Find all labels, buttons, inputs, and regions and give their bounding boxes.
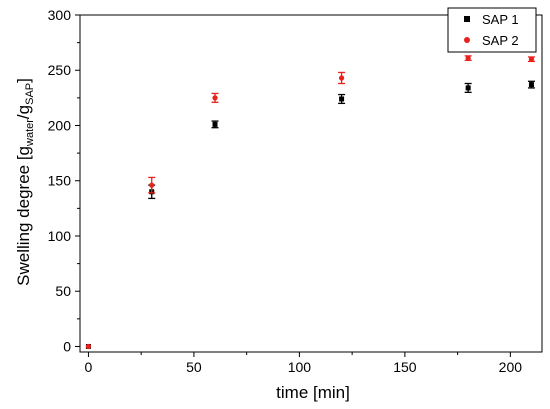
y-tick-label: 200 [48,117,72,133]
y-axis-title: Swelling degree [gwater/gSAP] [14,78,36,286]
legend: SAP 1 SAP 2 [447,7,537,53]
data-point [339,96,345,102]
y-tick-label: 150 [48,173,72,189]
y-axis-title-sub-water: water [24,119,36,147]
data-point [338,75,345,81]
data-point [212,121,218,127]
legend-label-sap1: SAP 1 [482,12,519,27]
legend-marker-sap1 [464,16,470,22]
x-tick-label: 0 [85,359,93,375]
series-1 [85,80,535,349]
data-point [212,95,218,101]
y-axis-title-base: Swelling degree [g [14,146,33,286]
axis-ticks [75,14,511,357]
plot-area-border [79,14,543,353]
y-axis-title-end: ] [14,78,33,83]
x-tick-label: 200 [499,359,523,375]
y-tick-label: 250 [48,62,72,78]
y-tick-label: 300 [48,7,72,23]
data-point [528,56,535,62]
legend-label-sap2: SAP 2 [482,33,519,48]
x-axis-title: time [min] [276,383,350,402]
y-tick-label: 0 [63,338,71,354]
series-2 [85,55,535,350]
x-tick-label: 50 [186,359,202,375]
legend-marker-sap2 [464,37,470,43]
y-axis-title-sub-sap: SAP [24,83,36,105]
data-point [85,343,92,350]
plot-frame [79,14,543,353]
tick-labels: 0 50 100 150 200 0 50 100 150 200 250 300 [48,7,523,375]
data-point [465,85,471,91]
y-axis-title-mid: /g [14,105,33,119]
data-series [85,55,535,350]
x-tick-label: 150 [393,359,417,375]
data-point [528,82,534,88]
legend-box [447,7,537,53]
data-point [465,55,471,61]
y-tick-label: 100 [48,228,72,244]
x-tick-label: 100 [288,359,312,375]
y-tick-label: 50 [55,283,71,299]
data-point [149,182,155,188]
